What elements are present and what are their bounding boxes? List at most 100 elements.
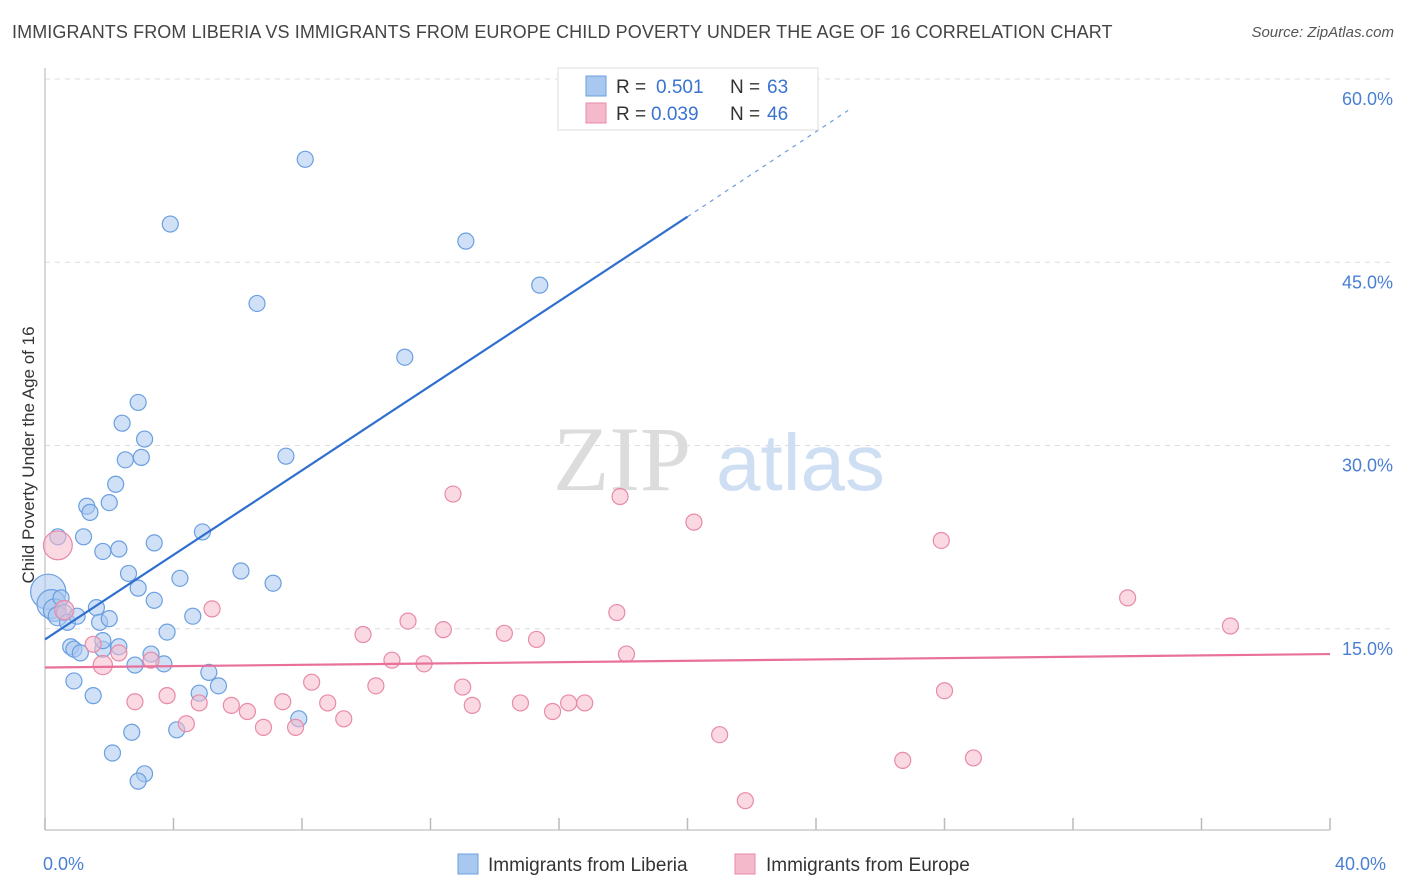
liberia-point: [126, 656, 144, 674]
x-tick-label-min: 0.0%: [43, 854, 84, 874]
chart-title: IMMIGRANTS FROM LIBERIA VS IMMIGRANTS FR…: [12, 22, 1113, 42]
y-tick-label: 45.0%: [1342, 272, 1393, 292]
liberia-point: [65, 672, 83, 690]
europe-point: [434, 621, 452, 639]
legend-n-value-liberia: 63: [767, 77, 788, 98]
liberia-point: [110, 540, 128, 558]
europe-point: [274, 693, 292, 711]
liberia-point: [94, 542, 112, 561]
liberia-point: [113, 414, 131, 432]
europe-point: [92, 654, 114, 676]
europe-point: [354, 625, 372, 644]
liberia-point: [116, 451, 134, 469]
europe-point: [894, 751, 912, 769]
liberia-point: [200, 663, 218, 682]
x-ticks: [44, 818, 1331, 830]
europe-point: [254, 718, 273, 736]
europe-point: [42, 530, 73, 561]
legend-n-label-europe: N =: [730, 104, 760, 125]
gridlines: [45, 78, 1395, 630]
legend-r-label-europe: R =: [616, 104, 646, 125]
europe-point: [964, 749, 983, 767]
europe-point: [543, 702, 562, 721]
europe-point: [222, 696, 240, 714]
legend-swatch-europe: [585, 102, 607, 124]
liberia-point: [264, 574, 282, 592]
europe-point: [1119, 589, 1137, 607]
europe-point: [110, 644, 128, 662]
liberia-point: [209, 677, 228, 695]
liberia-point: [184, 607, 202, 625]
liberia-point: [161, 215, 179, 233]
europe-point: [335, 710, 353, 728]
liberia-point: [71, 644, 89, 662]
europe-point: [367, 677, 385, 695]
series-europe-points: [42, 485, 1240, 810]
liberia-point: [145, 591, 163, 609]
europe-point: [286, 718, 305, 736]
bottom-legend-swatch-europe: [734, 853, 756, 875]
europe-point: [511, 694, 530, 712]
liberia-point: [158, 623, 176, 641]
europe-point: [54, 599, 75, 621]
liberia-point: [135, 430, 154, 448]
liberia-point: [531, 276, 549, 294]
legend-r-label-liberia: R =: [616, 77, 646, 98]
x-tick-label-max: 40.0%: [1335, 854, 1386, 874]
europe-point: [142, 651, 160, 669]
y-tick-labels: 15.0% 30.0% 45.0% 60.0%: [1342, 89, 1393, 659]
europe-point: [935, 682, 954, 700]
liberia-point: [132, 448, 150, 466]
europe-point: [1221, 617, 1240, 635]
europe-point: [383, 651, 401, 669]
europe-point: [736, 792, 754, 810]
europe-point: [126, 693, 144, 711]
liberia-point: [129, 393, 147, 412]
liberia-point: [81, 503, 99, 521]
europe-point: [399, 612, 417, 630]
liberia-point: [74, 528, 93, 546]
europe-point: [495, 624, 513, 642]
liberia-point: [119, 564, 138, 583]
trend-line-europe: [44, 652, 1331, 669]
y-tick-label: 60.0%: [1342, 89, 1393, 109]
correlation-legend: R = 0.501 N = 63 R = 0.039 N = 46: [557, 67, 819, 131]
legend-r-value-europe: 0.039: [651, 104, 699, 125]
legend-swatch-liberia: [585, 75, 607, 97]
liberia-point: [100, 610, 118, 628]
liberia-point: [100, 493, 118, 512]
liberia-point: [145, 534, 163, 552]
trend-line-liberia: [44, 215, 689, 641]
liberia-point: [171, 569, 189, 587]
europe-point: [611, 487, 629, 506]
europe-point: [463, 696, 481, 714]
liberia-point: [277, 447, 295, 465]
europe-point: [685, 513, 703, 531]
bottom-legend-swatch-liberia: [457, 853, 479, 875]
legend-r-value-liberia: 0.501: [656, 77, 704, 98]
europe-point: [608, 603, 626, 622]
legend-n-value-europe: 46: [767, 104, 788, 125]
y-tick-label: 30.0%: [1342, 456, 1393, 476]
bottom-legend-label-europe: Immigrants from Europe: [766, 855, 970, 876]
europe-point: [932, 531, 950, 550]
europe-point: [560, 694, 578, 712]
liberia-point: [396, 348, 414, 366]
trend-lines: [44, 109, 1331, 669]
europe-point: [84, 635, 102, 653]
europe-point: [576, 694, 594, 712]
europe-point: [444, 485, 462, 503]
europe-point: [190, 694, 208, 712]
liberia-point: [107, 475, 125, 493]
europe-point: [177, 715, 195, 733]
liberia-point: [103, 744, 122, 762]
watermark-atlas: atlas: [716, 418, 885, 507]
liberia-point: [129, 772, 147, 790]
liberia-point: [193, 523, 212, 541]
series-liberia-points: [30, 150, 549, 790]
europe-point: [158, 687, 176, 705]
europe-point: [711, 726, 729, 744]
europe-point: [238, 702, 256, 721]
liberia-point: [129, 579, 147, 597]
